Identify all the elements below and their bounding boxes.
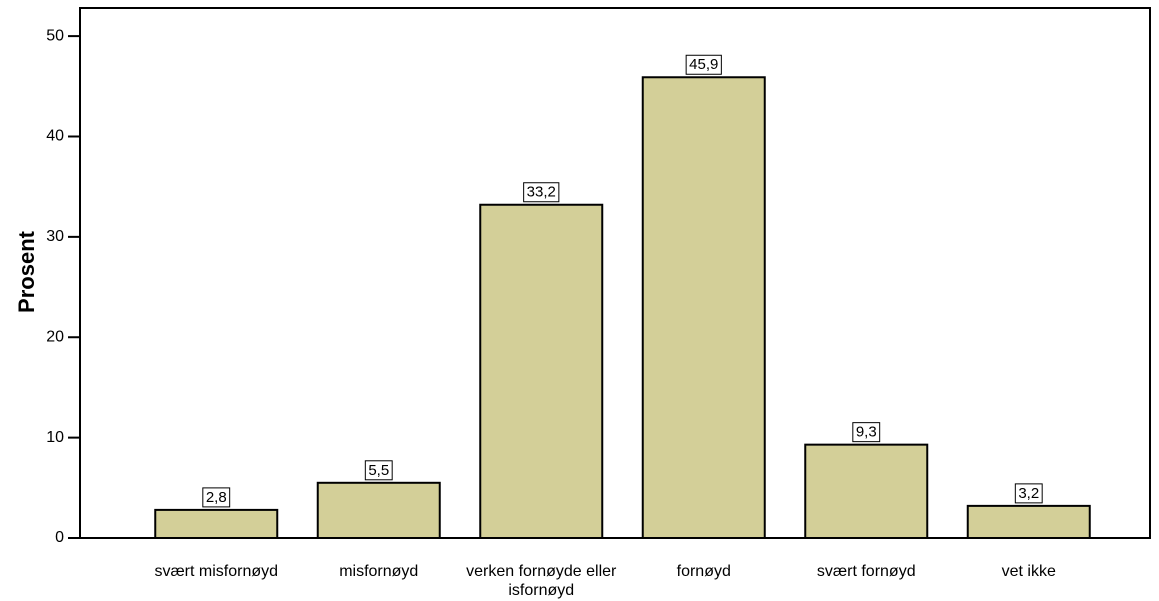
- bar: [316, 481, 441, 539]
- value-label-box: [523, 182, 560, 203]
- y-tick-label: 50: [46, 27, 64, 44]
- value-label: 5,5: [368, 462, 389, 479]
- value-label-box: [852, 422, 881, 443]
- y-tick-label: 30: [46, 228, 64, 245]
- bar: [804, 443, 929, 540]
- bar: [479, 203, 604, 539]
- x-tick-label: misfornøyd: [339, 563, 419, 580]
- value-label: 3,2: [1018, 485, 1039, 502]
- y-tick-label: 10: [46, 429, 64, 446]
- value-label-box: [685, 54, 722, 75]
- value-label: 33,2: [527, 184, 556, 201]
- value-label: 9,3: [856, 424, 877, 441]
- x-tick-label: svært fornøyd: [816, 563, 916, 580]
- plot-frame: [79, 7, 1151, 539]
- bar: [641, 76, 766, 540]
- value-label-box: [202, 487, 231, 508]
- y-tick-label: 20: [46, 328, 64, 345]
- y-tick-label: 0: [55, 529, 64, 546]
- y-tick-label: 40: [46, 128, 64, 145]
- value-label: 45,9: [689, 56, 718, 73]
- y-axis-label: Prosent: [14, 230, 39, 313]
- value-label-box: [1014, 483, 1043, 504]
- x-tick-label: fornøyd: [676, 563, 731, 580]
- x-tick-label: svært misfornøyd: [154, 563, 279, 580]
- value-label-box: [364, 460, 393, 481]
- x-tick-label: verken fornøyde eller isfornøyd: [466, 563, 617, 599]
- x-tick-label: vet ikke: [1001, 563, 1056, 580]
- bar: [154, 508, 279, 540]
- bar: [966, 504, 1091, 539]
- value-label: 2,8: [206, 489, 227, 506]
